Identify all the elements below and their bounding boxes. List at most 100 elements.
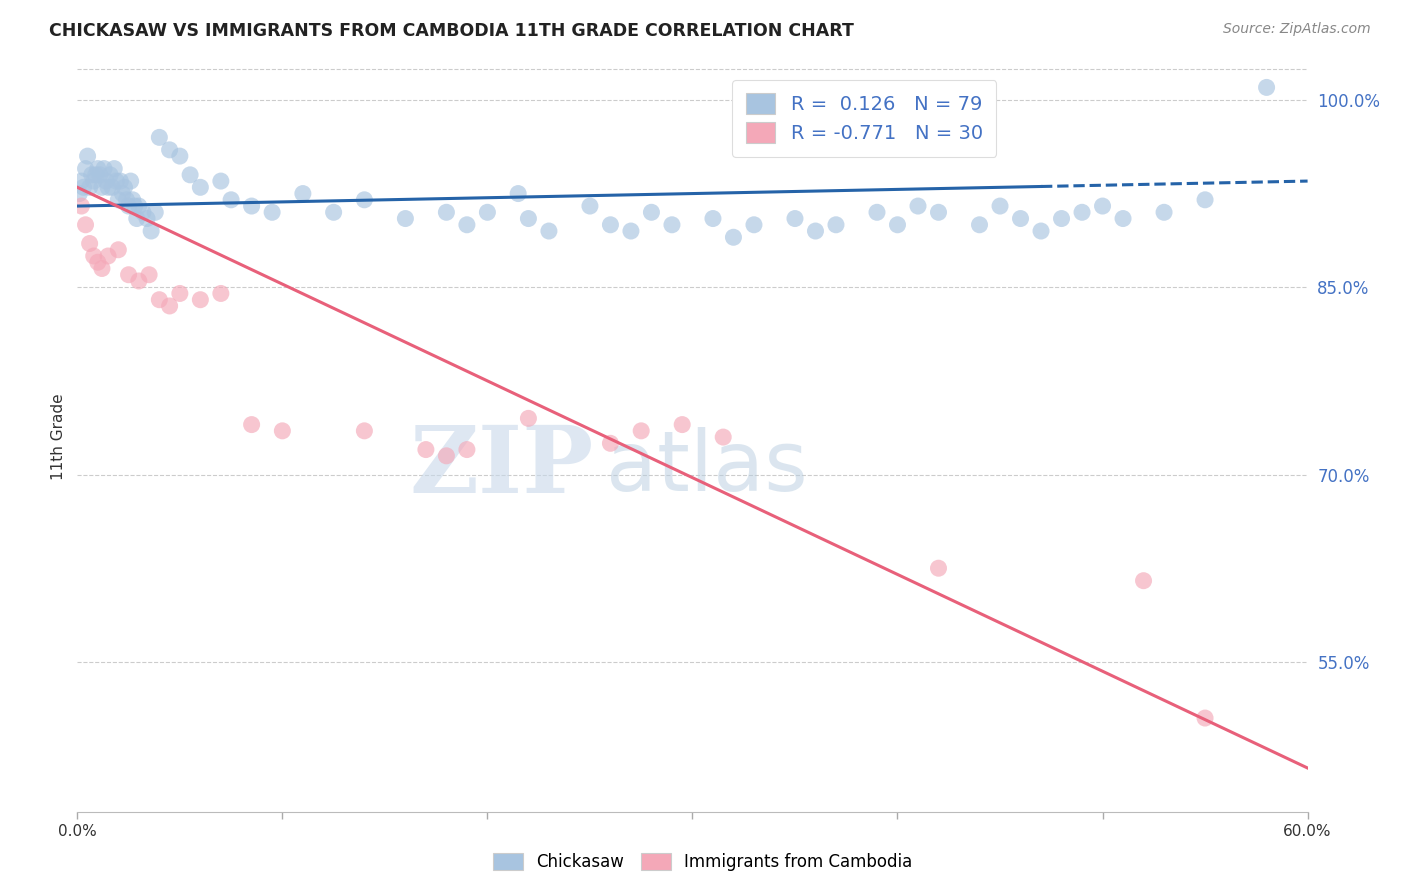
Point (101, 180, 124, 194)
Point (90, 180, 114, 194)
Point (70, 199, 93, 213)
Text: Source: ZipAtlas.com: Source: ZipAtlas.com (1223, 22, 1371, 37)
Point (98, 168, 121, 182)
Point (107, 243, 129, 257)
Point (240, 199, 263, 213)
Point (120, 174, 142, 188)
Point (1071, 205, 1094, 219)
Point (143, 205, 166, 219)
Point (128, 199, 150, 213)
Point (456, 218, 478, 232)
Point (105, 174, 128, 188)
Point (83, 174, 105, 188)
Point (159, 143, 181, 157)
Point (1112, 211, 1135, 226)
Point (1194, 711, 1216, 725)
Point (477, 205, 499, 219)
Point (711, 430, 734, 444)
Legend: Chickasaw, Immigrants from Cambodia: Chickasaw, Immigrants from Cambodia (485, 845, 921, 880)
Point (117, 199, 139, 213)
Point (115, 193, 138, 207)
Point (80, 168, 103, 182)
Point (661, 218, 683, 232)
Point (97, 180, 120, 194)
Point (128, 274, 150, 288)
Point (89, 168, 111, 182)
Point (90, 261, 114, 276)
Point (508, 186, 530, 201)
Point (132, 205, 155, 219)
Text: CHICKASAW VS IMMIGRANTS FROM CAMBODIA 11TH GRADE CORRELATION CHART: CHICKASAW VS IMMIGRANTS FROM CAMBODIA 11… (49, 22, 853, 40)
Point (415, 442, 437, 457)
Point (1256, 80, 1278, 95)
Point (599, 218, 621, 232)
Point (825, 218, 848, 232)
Point (111, 186, 134, 201)
Point (353, 424, 375, 438)
Point (209, 174, 232, 188)
Point (107, 193, 129, 207)
Point (271, 424, 294, 438)
Point (76, 149, 98, 163)
Point (93, 161, 115, 176)
Point (117, 268, 139, 282)
Point (988, 199, 1011, 213)
Point (291, 186, 314, 201)
Point (219, 193, 242, 207)
Point (907, 199, 929, 213)
Point (394, 211, 416, 226)
Point (136, 211, 159, 226)
Point (886, 218, 908, 232)
Point (630, 424, 652, 438)
Point (209, 286, 232, 301)
Point (517, 211, 540, 226)
Point (94, 174, 117, 188)
Point (1050, 211, 1073, 226)
Point (599, 436, 621, 450)
Point (110, 174, 132, 188)
Point (148, 293, 170, 307)
Point (742, 218, 765, 232)
Point (1010, 211, 1032, 226)
Point (1194, 193, 1216, 207)
Point (87, 255, 110, 269)
Point (124, 199, 146, 213)
Point (456, 442, 478, 457)
Point (179, 168, 201, 182)
Point (159, 299, 181, 313)
Point (169, 149, 191, 163)
Point (67, 186, 90, 201)
Point (436, 205, 458, 219)
Point (579, 199, 602, 213)
Point (169, 286, 191, 301)
Point (188, 180, 212, 194)
Point (141, 224, 163, 238)
Point (1091, 199, 1114, 213)
Point (804, 224, 827, 238)
Point (537, 224, 560, 238)
Point (148, 130, 170, 145)
Point (866, 205, 889, 219)
Legend: R =  0.126   N = 79, R = -0.771   N = 30: R = 0.126 N = 79, R = -0.771 N = 30 (733, 79, 997, 157)
Point (79, 236, 101, 251)
Point (121, 193, 143, 207)
Point (75, 218, 97, 232)
Y-axis label: 11th Grade: 11th Grade (51, 393, 66, 481)
Point (79, 180, 101, 194)
Point (84, 168, 107, 182)
Point (928, 561, 950, 575)
Point (1029, 224, 1052, 238)
Point (72, 180, 94, 194)
Point (125, 211, 148, 226)
Point (517, 411, 540, 425)
Point (188, 293, 212, 307)
Point (723, 230, 745, 244)
Point (114, 180, 136, 194)
Point (97, 249, 120, 263)
Point (262, 205, 284, 219)
Text: atlas: atlas (606, 426, 808, 508)
Point (322, 205, 344, 219)
Point (138, 268, 160, 282)
Point (103, 161, 125, 176)
Point (928, 205, 950, 219)
